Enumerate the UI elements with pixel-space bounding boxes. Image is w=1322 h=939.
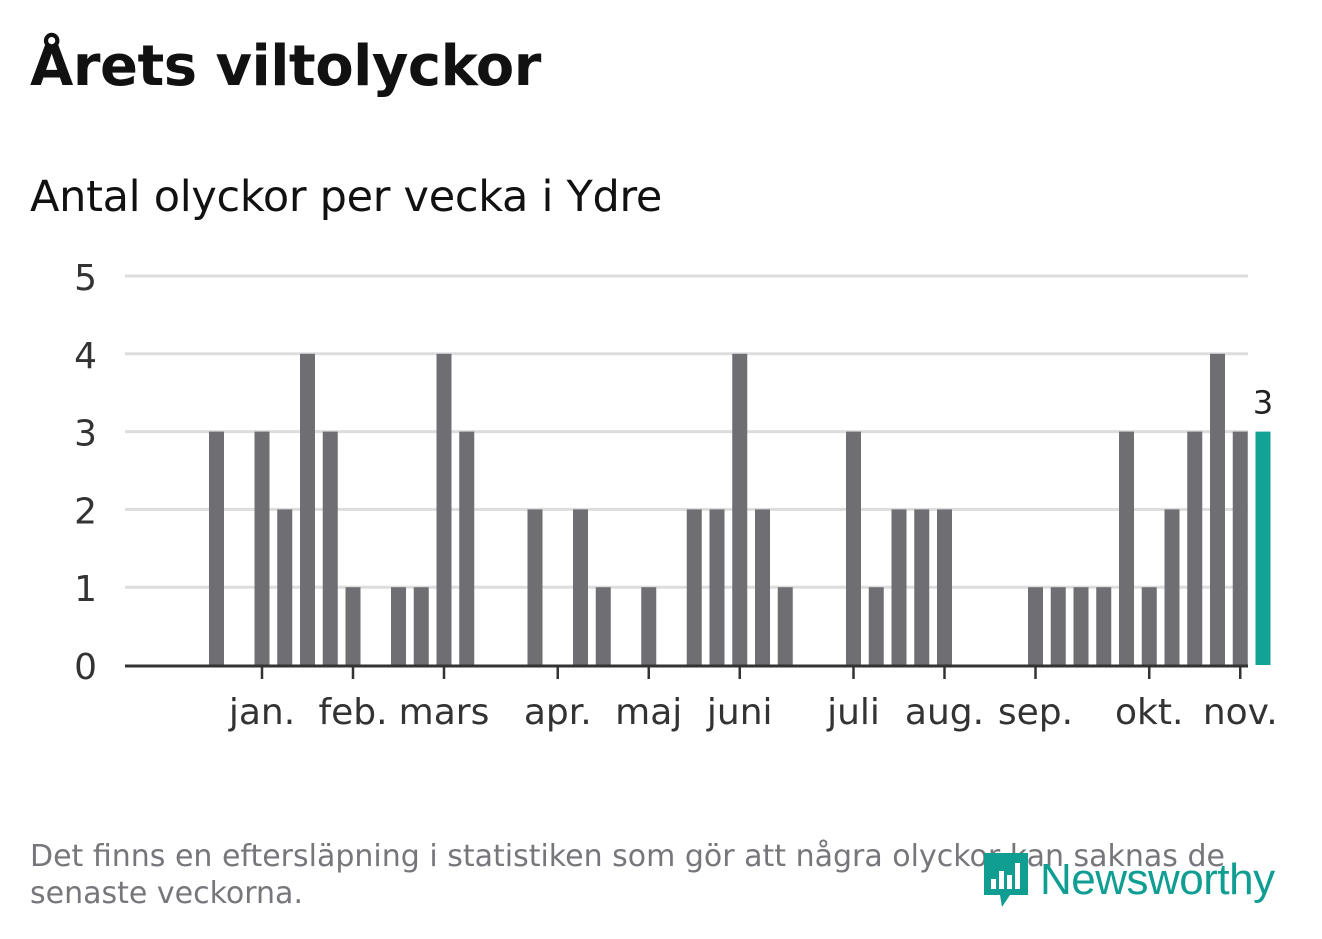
bar [1050, 587, 1066, 665]
bar [254, 431, 270, 665]
bar [1028, 587, 1043, 665]
bar [300, 353, 315, 665]
x-axis: jan. feb. mars apr. maj juni juli aug. sep. okt. n… [125, 664, 1278, 733]
bar [1141, 587, 1157, 665]
y-tick-label: 5 [74, 258, 97, 299]
newsworthy-logo: Newsworthy [980, 848, 1275, 912]
bar [595, 587, 611, 665]
y-tick-label: 0 [74, 647, 97, 688]
bar [277, 509, 293, 665]
y-axis-ticks: 0 1 2 3 4 5 [74, 258, 97, 688]
y-tick-label: 1 [74, 569, 97, 610]
bar [937, 509, 952, 665]
annotations: 3 [1253, 384, 1273, 422]
bar [1096, 587, 1112, 665]
bar [1232, 431, 1248, 665]
y-tick-label: 3 [74, 414, 97, 455]
bar-highlight [1255, 431, 1271, 665]
x-tick-label: feb. [318, 692, 387, 733]
bar [322, 431, 338, 665]
bar [413, 587, 429, 665]
bar [1187, 431, 1203, 665]
bar [527, 509, 543, 665]
x-tick-label: juli [826, 692, 880, 733]
logo-text: Newsworthy [1040, 855, 1275, 904]
bar [891, 509, 907, 665]
bar [732, 353, 748, 665]
gridlines [125, 274, 1248, 589]
bars [209, 353, 1271, 665]
x-tick-label: sep. [998, 692, 1073, 733]
chart-title: Årets viltolyckor [30, 34, 541, 99]
bar [459, 431, 475, 665]
bar [709, 509, 725, 665]
x-tick-label: juni [706, 692, 773, 733]
bar [436, 353, 452, 665]
bar [345, 587, 361, 665]
y-tick-label: 4 [74, 336, 97, 377]
bar [1210, 353, 1225, 665]
y-tick-label: 2 [74, 491, 97, 532]
x-tick-label: jan. [228, 692, 295, 733]
x-tick-label: maj [615, 692, 682, 733]
bar [1164, 509, 1180, 665]
bar [391, 587, 406, 665]
x-tick-label: apr. [524, 692, 592, 733]
highlight-value-label: 3 [1253, 384, 1273, 422]
bar [573, 509, 588, 665]
bar [777, 587, 793, 665]
bar [846, 431, 861, 665]
bar [914, 509, 930, 665]
bar [1119, 431, 1134, 665]
bar [755, 509, 770, 665]
newsworthy-logo-icon [984, 853, 1028, 907]
bar [686, 509, 702, 665]
x-tick-label: aug. [905, 692, 984, 733]
x-tick-label: okt. [1115, 692, 1183, 733]
bar [641, 587, 657, 665]
bar [1073, 587, 1089, 665]
x-tick-label: mars [399, 692, 490, 733]
bar [209, 431, 224, 665]
x-tick-label: nov. [1203, 692, 1278, 733]
bar [868, 587, 884, 665]
chart-subtitle: Antal olyckor per vecka i Ydre [30, 172, 663, 222]
